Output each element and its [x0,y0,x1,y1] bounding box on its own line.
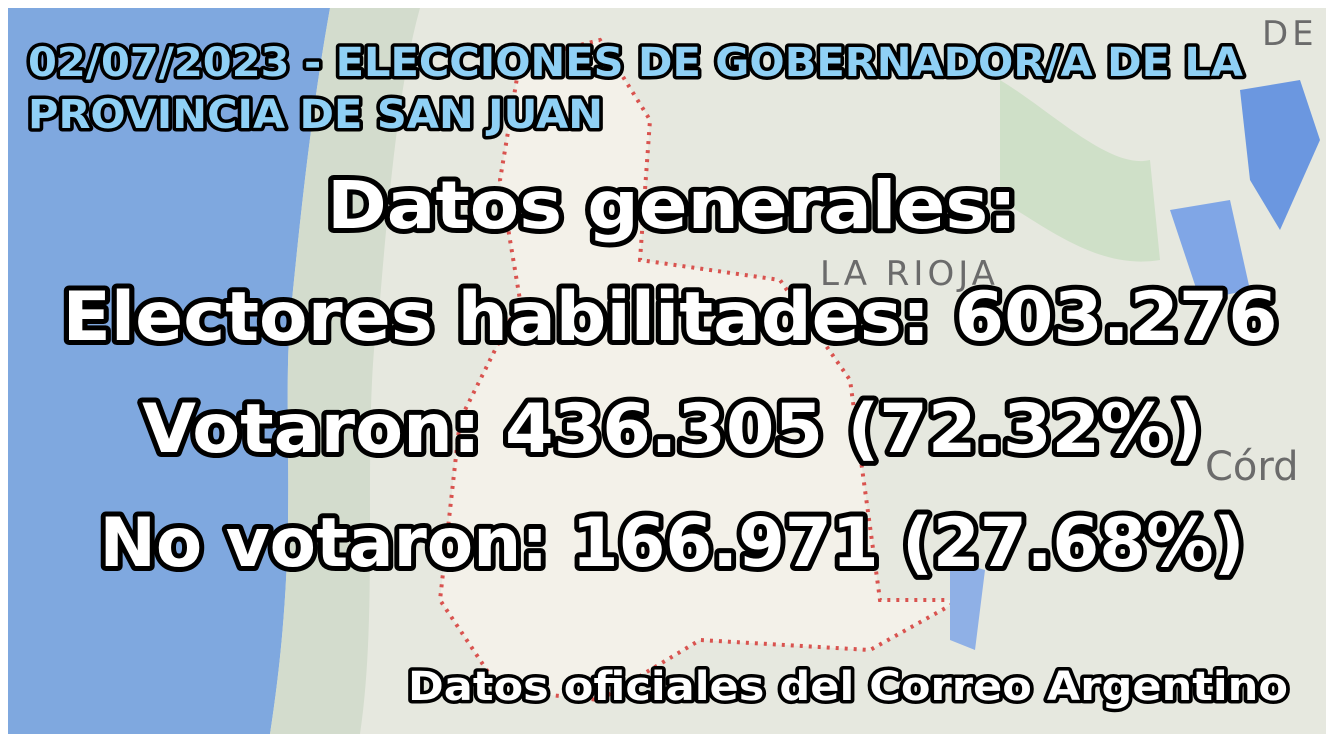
map-label: Córd [1205,444,1299,490]
lake [950,560,985,650]
map-label: LA RIOJA [820,254,999,294]
body-line: Electores habilitades: 603.276 [63,278,1278,357]
lake [1170,200,1250,300]
province-outline [437,37,968,703]
sea [8,8,330,734]
map-label: DE [1262,14,1318,54]
body-line: Datos generales: [327,167,1017,244]
header-line: PROVINCIA DE SAN JUAN [28,92,603,138]
map-background: LA RIOJA Córd DE [8,8,1326,734]
green-area [1000,80,1160,262]
lake [1240,80,1320,230]
coast [270,8,420,734]
body-line: Votaron: 436.305 (72.32%) [142,390,1202,469]
source-note: Datos oficiales del Correo Argentino [408,664,1288,710]
body-line: No votaron: 166.971 (27.68%) [100,504,1245,583]
header-line: 02/07/2023 - ELECCIONES DE GOBERNADOR/A … [28,40,1243,86]
